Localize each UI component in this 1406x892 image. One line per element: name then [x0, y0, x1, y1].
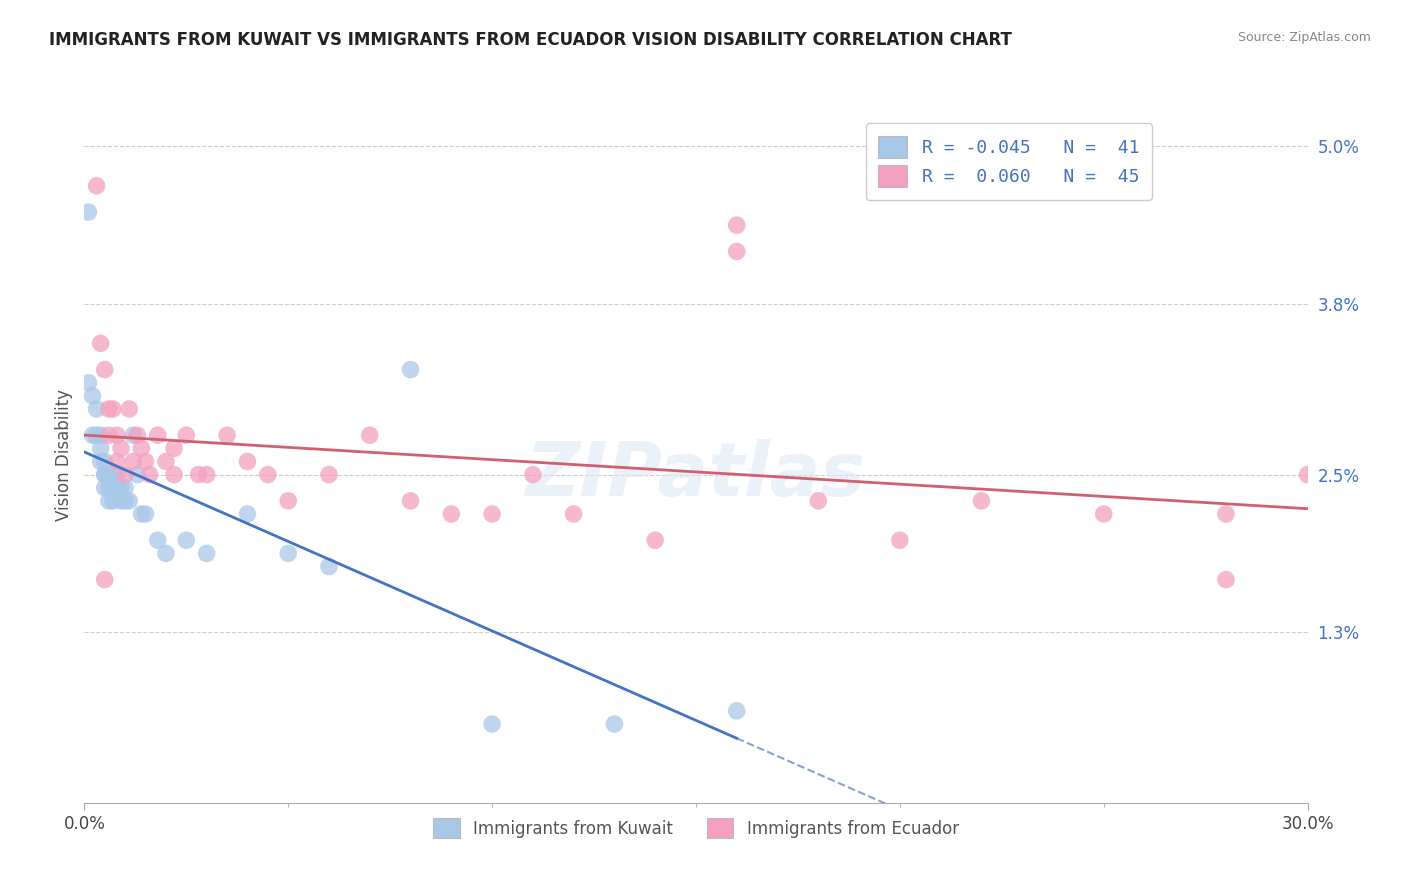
Point: [93, 467, 115, 482]
Point: [1296, 467, 1319, 482]
Point: [105, 454, 128, 468]
Point: [93, 454, 115, 468]
Point: [1092, 507, 1115, 521]
Point: [97, 428, 120, 442]
Point: [195, 467, 218, 482]
Point: [110, 494, 132, 508]
Point: [77, 205, 100, 219]
Point: [101, 467, 124, 482]
Point: [93, 481, 115, 495]
Point: [93, 362, 115, 376]
Point: [90, 336, 112, 351]
Point: [163, 467, 186, 482]
Point: [105, 428, 128, 442]
Point: [127, 467, 149, 482]
Point: [77, 376, 100, 390]
Point: [97, 401, 120, 416]
Point: [135, 454, 157, 468]
Point: [481, 507, 503, 521]
Legend: Immigrants from Kuwait, Immigrants from Ecuador: Immigrants from Kuwait, Immigrants from …: [425, 810, 967, 847]
Point: [90, 442, 112, 456]
Point: [277, 546, 299, 560]
Point: [146, 428, 169, 442]
Point: [110, 442, 132, 456]
Point: [118, 401, 141, 416]
Point: [318, 467, 340, 482]
Point: [522, 467, 544, 482]
Point: [187, 467, 209, 482]
Point: [86, 178, 108, 193]
Point: [105, 481, 128, 495]
Point: [110, 481, 132, 495]
Point: [481, 717, 503, 731]
Point: [97, 481, 120, 495]
Point: [135, 507, 157, 521]
Point: [1215, 507, 1237, 521]
Point: [318, 559, 340, 574]
Point: [131, 507, 153, 521]
Point: [82, 428, 104, 442]
Point: [114, 494, 136, 508]
Point: [146, 533, 169, 548]
Point: [195, 546, 218, 560]
Point: [725, 244, 748, 259]
Point: [440, 507, 463, 521]
Point: [93, 467, 115, 482]
Point: [725, 218, 748, 232]
Y-axis label: Vision Disability: Vision Disability: [55, 389, 73, 521]
Point: [889, 533, 911, 548]
Point: [257, 467, 280, 482]
Point: [399, 362, 422, 376]
Point: [105, 467, 128, 482]
Point: [1215, 573, 1237, 587]
Point: [562, 507, 585, 521]
Point: [138, 467, 160, 482]
Point: [114, 467, 136, 482]
Text: IMMIGRANTS FROM KUWAIT VS IMMIGRANTS FROM ECUADOR VISION DISABILITY CORRELATION : IMMIGRANTS FROM KUWAIT VS IMMIGRANTS FRO…: [49, 31, 1012, 49]
Point: [807, 494, 830, 508]
Point: [86, 401, 108, 416]
Point: [277, 494, 299, 508]
Point: [155, 454, 177, 468]
Point: [97, 467, 120, 482]
Point: [174, 533, 197, 548]
Point: [174, 428, 197, 442]
Point: [93, 573, 115, 587]
Point: [131, 442, 153, 456]
Point: [644, 533, 666, 548]
Point: [118, 494, 141, 508]
Point: [114, 481, 136, 495]
Point: [101, 494, 124, 508]
Point: [236, 454, 259, 468]
Point: [163, 442, 186, 456]
Point: [82, 389, 104, 403]
Point: [101, 481, 124, 495]
Point: [127, 428, 149, 442]
Point: [122, 428, 145, 442]
Point: [86, 428, 108, 442]
Point: [97, 494, 120, 508]
Point: [725, 704, 748, 718]
Point: [399, 494, 422, 508]
Point: [155, 546, 177, 560]
Point: [90, 454, 112, 468]
Text: Source: ZipAtlas.com: Source: ZipAtlas.com: [1237, 31, 1371, 45]
Point: [101, 401, 124, 416]
Point: [90, 428, 112, 442]
Point: [603, 717, 626, 731]
Point: [970, 494, 993, 508]
Text: ZIPatlas: ZIPatlas: [526, 439, 866, 512]
Point: [217, 428, 239, 442]
Point: [359, 428, 381, 442]
Point: [236, 507, 259, 521]
Point: [122, 454, 145, 468]
